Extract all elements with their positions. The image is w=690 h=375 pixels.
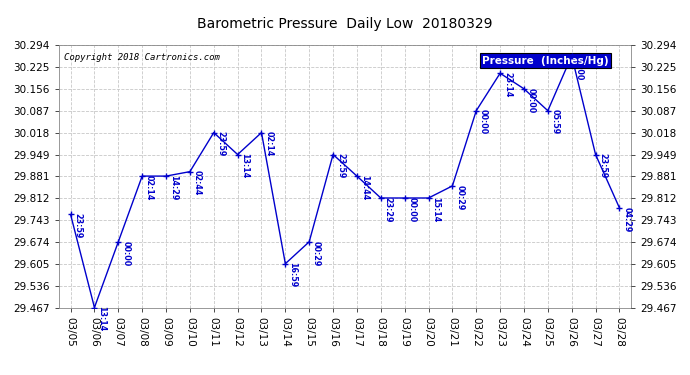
Text: 00:00: 00:00 (527, 87, 536, 113)
Text: 14:44: 14:44 (359, 175, 368, 200)
Text: 00:00: 00:00 (408, 197, 417, 222)
Text: Barometric Pressure  Daily Low  20180329: Barometric Pressure Daily Low 20180329 (197, 17, 493, 31)
Text: 00:00: 00:00 (479, 110, 488, 135)
Text: 23:59: 23:59 (217, 131, 226, 157)
Text: 14:29: 14:29 (169, 175, 178, 200)
Text: 23:59: 23:59 (598, 153, 607, 178)
Text: 23:29: 23:29 (384, 197, 393, 222)
Text: 13:14: 13:14 (97, 306, 106, 332)
Text: 00:29: 00:29 (455, 184, 464, 210)
Text: 23:59: 23:59 (73, 213, 82, 238)
Text: Pressure  (Inches/Hg): Pressure (Inches/Hg) (482, 56, 609, 66)
Text: 00:00: 00:00 (121, 240, 130, 266)
Text: 15:14: 15:14 (431, 197, 440, 222)
Text: 02:14: 02:14 (264, 131, 273, 157)
Text: 23:59: 23:59 (336, 153, 345, 178)
Text: 13:14: 13:14 (241, 153, 250, 178)
Text: 05:59: 05:59 (551, 110, 560, 135)
Text: Copyright 2018 Cartronics.com: Copyright 2018 Cartronics.com (64, 53, 220, 62)
Text: 23:00: 23:00 (575, 54, 584, 80)
Text: 02:44: 02:44 (193, 170, 201, 196)
Text: 02:14: 02:14 (145, 175, 154, 200)
Text: 04:29: 04:29 (622, 207, 631, 232)
Text: 16:59: 16:59 (288, 262, 297, 288)
Text: 00:29: 00:29 (312, 240, 321, 266)
Text: 23:14: 23:14 (503, 72, 512, 98)
